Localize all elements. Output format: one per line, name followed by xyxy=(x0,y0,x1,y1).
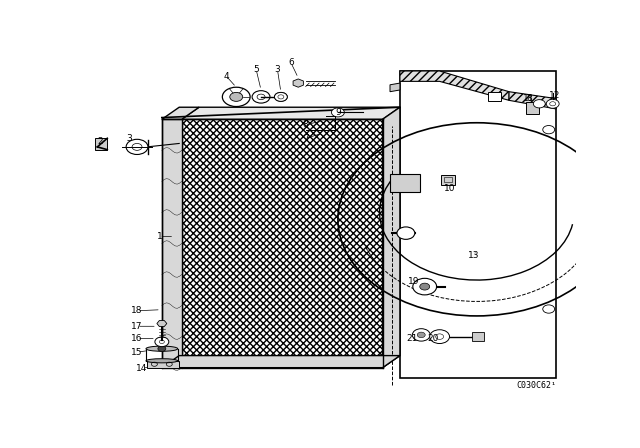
Text: 12: 12 xyxy=(549,90,561,99)
Circle shape xyxy=(252,90,270,103)
Text: 21: 21 xyxy=(406,334,418,343)
Circle shape xyxy=(547,99,559,108)
Text: 11: 11 xyxy=(523,94,534,103)
Polygon shape xyxy=(509,92,556,109)
Circle shape xyxy=(155,337,169,347)
Text: 1: 1 xyxy=(157,232,162,241)
Text: 17: 17 xyxy=(131,322,143,331)
Text: 2: 2 xyxy=(97,137,102,146)
Circle shape xyxy=(275,92,287,101)
Polygon shape xyxy=(162,119,182,368)
Circle shape xyxy=(420,283,429,290)
Circle shape xyxy=(413,278,436,295)
Text: 15: 15 xyxy=(131,348,143,357)
Circle shape xyxy=(543,125,555,134)
Polygon shape xyxy=(400,71,509,100)
Polygon shape xyxy=(162,356,400,368)
Text: 5: 5 xyxy=(253,65,259,74)
Polygon shape xyxy=(390,83,400,92)
Text: 14: 14 xyxy=(136,364,148,373)
Text: 6: 6 xyxy=(288,58,294,67)
Bar xyxy=(147,361,179,368)
Polygon shape xyxy=(162,107,199,119)
Ellipse shape xyxy=(146,346,178,351)
Polygon shape xyxy=(390,174,420,192)
Text: 19: 19 xyxy=(408,277,419,286)
Text: 7: 7 xyxy=(303,134,308,143)
Text: 10: 10 xyxy=(444,184,455,193)
Bar xyxy=(95,138,108,151)
Bar xyxy=(488,92,500,101)
Text: C030C62¹: C030C62¹ xyxy=(516,381,556,390)
Bar xyxy=(472,332,484,341)
Text: 16: 16 xyxy=(131,334,143,343)
Circle shape xyxy=(275,92,287,101)
Bar xyxy=(527,102,539,114)
Circle shape xyxy=(412,329,430,341)
Circle shape xyxy=(332,108,344,117)
Text: 20: 20 xyxy=(428,334,439,343)
Circle shape xyxy=(158,346,166,352)
Circle shape xyxy=(543,305,555,313)
Text: 3: 3 xyxy=(127,134,132,143)
Text: 18: 18 xyxy=(131,306,143,315)
Text: 8: 8 xyxy=(527,94,532,103)
Bar xyxy=(440,175,456,185)
Text: 4: 4 xyxy=(223,72,229,81)
Text: 13: 13 xyxy=(468,251,479,260)
Text: 3: 3 xyxy=(275,65,280,74)
Bar xyxy=(182,119,383,368)
Polygon shape xyxy=(383,107,400,368)
Circle shape xyxy=(533,99,545,108)
Circle shape xyxy=(417,332,425,338)
Ellipse shape xyxy=(146,359,178,363)
Text: 9: 9 xyxy=(335,108,340,117)
Circle shape xyxy=(230,92,243,101)
Bar xyxy=(444,177,452,182)
Text: 8: 8 xyxy=(303,120,308,129)
Circle shape xyxy=(126,139,148,155)
Circle shape xyxy=(222,87,250,107)
Polygon shape xyxy=(182,107,400,119)
Bar xyxy=(400,71,556,378)
Polygon shape xyxy=(383,107,400,368)
Circle shape xyxy=(429,330,449,344)
Circle shape xyxy=(397,227,415,239)
